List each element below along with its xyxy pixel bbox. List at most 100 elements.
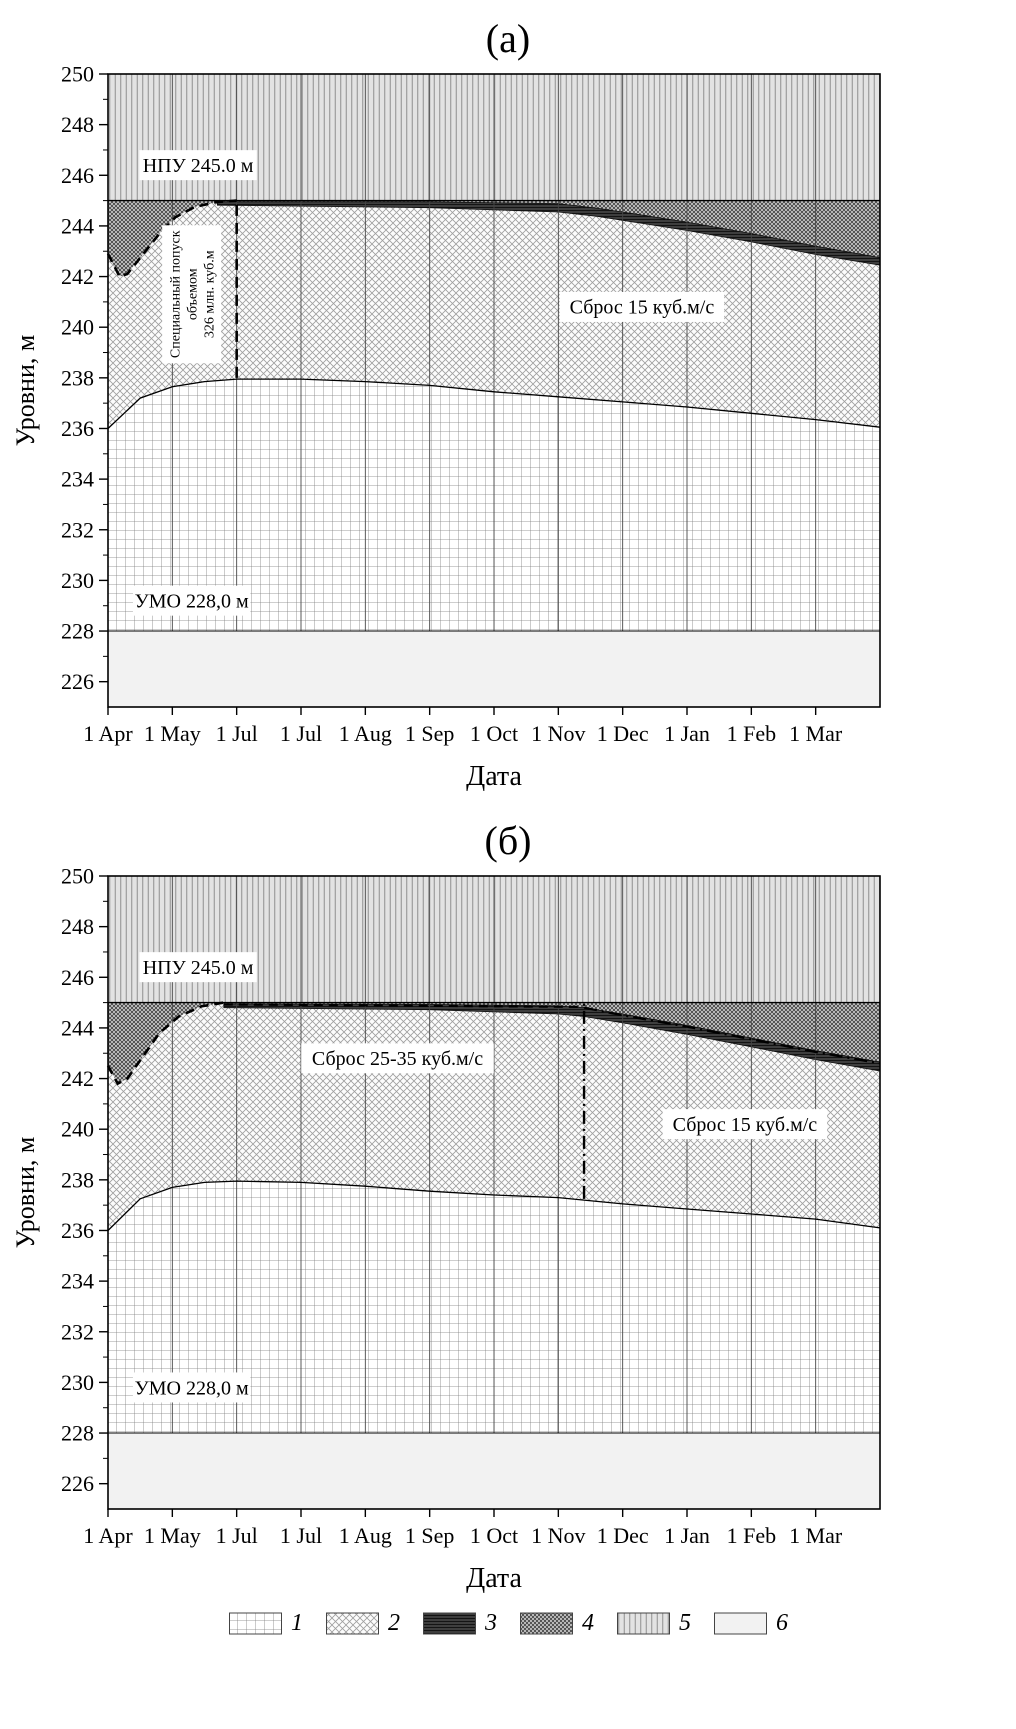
x-tick-label: 1 Oct: [470, 721, 518, 746]
y-axis-label: Уровни, м: [11, 335, 40, 447]
y-tick-label: 230: [61, 568, 94, 593]
y-tick-label: 244: [61, 1015, 94, 1040]
legend-label: 5: [679, 1610, 691, 1636]
upper-curve-line: [107, 1180, 881, 1231]
legend-swatch-rect: [714, 1612, 767, 1634]
y-tick-label: 234: [61, 1269, 94, 1294]
panel-title-a: (а): [485, 16, 531, 61]
y-tick-label: 246: [61, 163, 94, 188]
y-tick-label: 228: [61, 619, 94, 644]
y-tick-label: 250: [61, 62, 94, 87]
y-tick-label: 236: [61, 1218, 94, 1243]
y-tick-label: 236: [61, 416, 94, 441]
x-tick-label: 1 Oct: [470, 1523, 518, 1548]
y-tick-label: 238: [61, 1167, 94, 1192]
x-tick-label: 1 Jan: [664, 721, 710, 746]
x-tick-label: 1 Apr: [83, 1523, 133, 1548]
y-tick-label: 250: [61, 864, 94, 889]
annotation-label: УМО 228,0 м: [135, 1377, 249, 1399]
trajectory-line-1: [106, 1001, 225, 1086]
y-tick-label: 248: [61, 914, 94, 939]
legend-swatch-rect: [617, 1612, 670, 1634]
annotation-box: [301, 1043, 494, 1074]
x-tick-label: 1 Feb: [727, 1523, 777, 1548]
y-tick-label: 242: [61, 264, 94, 289]
x-tick-label: 1 Mar: [789, 721, 843, 746]
legend-swatch-dark: [423, 1612, 476, 1634]
panel-a: (а) 226 228 230 232 234 236 238 240 242 244 246 248…: [0, 10, 1016, 794]
legend-swatch-vert: [617, 1612, 670, 1634]
annotation-label: НПУ 245.0 м: [143, 957, 254, 979]
y-tick-label: 246: [61, 965, 94, 990]
y-axis: 226 228 230 232 234 236 238 240 242 244 246 248 250: [61, 864, 108, 1496]
annotation-label: Сброс 15 куб.м/с: [673, 1114, 818, 1136]
panel-b: (б) 226 228 230 232 234 236 238 240 242 244 246 248…: [0, 812, 1016, 1596]
annotation-box: [139, 150, 257, 181]
annotation-box: [139, 952, 257, 983]
x-tick-label: 1 Jul: [216, 1523, 258, 1548]
x-tick-label: 1 Aug: [339, 1523, 392, 1548]
x-tick-label: 1 Jul: [216, 721, 258, 746]
y-tick-label: 230: [61, 1370, 94, 1395]
annotation-line: 326 млн. куб.м: [202, 250, 217, 338]
x-tick-label: 1 May: [144, 1523, 201, 1548]
x-tick-label: 1 Aug: [339, 721, 392, 746]
y-tick-label: 232: [61, 517, 94, 542]
y-tick-label: 232: [61, 1319, 94, 1344]
legend-item-4: 4: [519, 1610, 594, 1637]
y-axis-label: Уровни, м: [11, 1137, 40, 1249]
y-tick-label: 244: [61, 213, 94, 238]
chart-b-svg: 226 228 230 232 234 236 238 240 242 244 246 248 250 1…: [11, 864, 881, 1594]
x-tick-label: 1 Jan: [664, 1523, 710, 1548]
x-tick-label: 1 Apr: [83, 721, 133, 746]
x-tick-label: 1 Dec: [597, 721, 649, 746]
x-axis-label: Дата: [466, 1563, 522, 1594]
annotation-box: [662, 1109, 828, 1140]
y-tick-label: 226: [61, 1471, 94, 1496]
legend-item-3: 3: [422, 1610, 497, 1637]
legend-item-1: 1: [228, 1610, 303, 1637]
x-axis: 1 Apr 1 May 1 Jul 1 Jul 1 Aug 1 Sep 1 Oct 1 Nov…: [83, 1509, 843, 1548]
annotation-box: [132, 1372, 251, 1403]
chart-a-svg: 226 228 230 232 234 236 238 240 242 244 246 248 250 1…: [11, 62, 881, 792]
legend-swatch-rect: [326, 1612, 379, 1634]
y-tick-label: 240: [61, 315, 94, 340]
x-tick-label: 1 Mar: [789, 1523, 843, 1548]
annotation-label: Сброс 15 куб.м/с: [570, 297, 715, 319]
legend-swatch-plain: [714, 1612, 767, 1634]
x-tick-label: 1 Feb: [727, 721, 777, 746]
legend-swatch-dense: [520, 1612, 573, 1634]
legend-item-5: 5: [616, 1610, 691, 1637]
legend: 1 2 3 4 5 6: [0, 1610, 1016, 1637]
annotation-box: [162, 225, 222, 364]
legend-item-6: 6: [713, 1610, 788, 1637]
zone-4-area-1: [108, 200, 237, 277]
y-axis: 226 228 230 232 234 236 238 240 242 244 246 248 250: [61, 62, 108, 694]
legend-swatch-rect: [229, 1612, 282, 1634]
x-tick-label: 1 Jul: [280, 721, 322, 746]
trajectory-line-3: [583, 1006, 881, 1065]
zone-4-area-2: [217, 200, 880, 258]
legend-label: 6: [776, 1610, 788, 1636]
legend-swatch-rect: [520, 1612, 573, 1634]
legend-swatch-rect: [423, 1612, 476, 1634]
legend-item-2: 2: [325, 1610, 400, 1637]
x-tick-label: 1 Sep: [405, 1523, 455, 1548]
x-tick-label: 1 Jul: [280, 1523, 322, 1548]
annotation-line: объемом: [185, 268, 200, 320]
y-tick-label: 242: [61, 1066, 94, 1091]
upper-curve-line: [107, 378, 881, 429]
annotation-label: Сброс 25-35 куб.м/с: [312, 1048, 483, 1070]
x-axis-label: Дата: [466, 761, 522, 792]
legend-label: 2: [388, 1610, 400, 1636]
annotation-label: НПУ 245.0 м: [143, 155, 254, 177]
y-tick-label: 248: [61, 112, 94, 137]
annotation-rotated: Специальный попуск объемом 326 млн. куб.м: [162, 225, 222, 364]
figure-container: (а) 226 228 230 232 234 236 238 240 242 244 246 248…: [0, 10, 1016, 1637]
zone-4-area-2: [223, 1002, 881, 1063]
legend-label: 3: [485, 1610, 497, 1636]
x-tick-label: 1 May: [144, 721, 201, 746]
legend-label: 1: [291, 1610, 303, 1636]
trajectory-line-2: [223, 1003, 585, 1008]
x-tick-label: 1 Sep: [405, 721, 455, 746]
